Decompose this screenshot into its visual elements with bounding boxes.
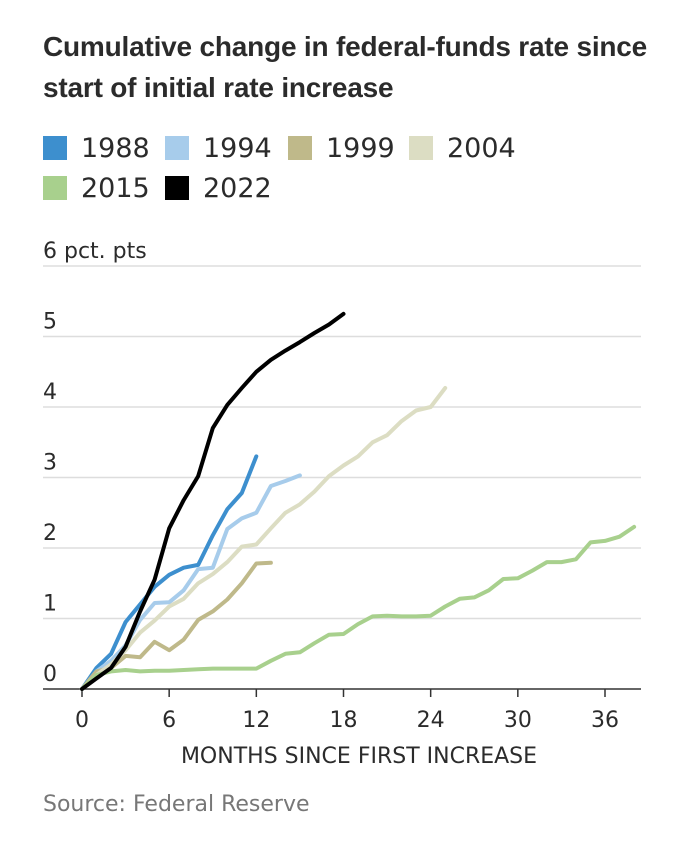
- legend-label-1988: 1988: [81, 132, 150, 164]
- y-tick-label-2: 2: [43, 521, 57, 546]
- x-tick-label-12: 12: [242, 708, 270, 733]
- y-tick-label-0: 0: [43, 662, 57, 687]
- legend-item-2004: 2004: [409, 128, 516, 168]
- legend-swatch-1994: [165, 136, 189, 160]
- series-line-2015: [80, 524, 637, 691]
- legend-label-1994: 1994: [203, 132, 272, 164]
- legend-item-1988: 1988: [43, 128, 150, 168]
- legend-label-2015: 2015: [81, 172, 150, 204]
- series-line-1994: [80, 473, 302, 691]
- legend-item-2022: 2022: [165, 168, 272, 208]
- legend-label-1999: 1999: [326, 132, 395, 164]
- y-tick-label-1: 1: [43, 592, 57, 617]
- x-tick-label-36: 36: [591, 708, 619, 733]
- legend-swatch-1988: [43, 136, 67, 160]
- legend-item-1999: 1999: [288, 128, 395, 168]
- legend-swatch-2022: [165, 176, 189, 200]
- x-tick-label-24: 24: [417, 708, 445, 733]
- legend-item-1994: 1994: [165, 128, 272, 168]
- series-line-1988: [80, 454, 259, 691]
- y-tick-label-6: 6 pct. pts: [43, 239, 147, 264]
- series-lines: [80, 311, 637, 691]
- legend-label-2004: 2004: [447, 132, 516, 164]
- x-tick-label-18: 18: [330, 708, 358, 733]
- legend-swatch-2015: [43, 176, 67, 200]
- series-line-2004: [80, 386, 448, 691]
- x-axis-title: MONTHS SINCE FIRST INCREASE: [181, 744, 537, 769]
- x-tick-label-30: 30: [504, 708, 532, 733]
- legend-swatch-2004: [409, 136, 433, 160]
- legend-item-2015: 2015: [43, 168, 150, 208]
- chart-title: Cumulative change in federal-funds rate …: [43, 31, 648, 103]
- y-tick-label-3: 3: [43, 451, 57, 476]
- x-tick-labels: 0 6 12 18 24 30 36: [75, 708, 619, 733]
- y-tick-labels: 0 1 2 3 4 5 6 pct. pts: [43, 239, 147, 687]
- source-note: Source: Federal Reserve: [43, 792, 310, 817]
- series-line-2022: [80, 311, 346, 691]
- y-tick-label-4: 4: [43, 380, 57, 405]
- y-tick-label-5: 5: [43, 310, 57, 335]
- legend-swatch-1999: [288, 136, 312, 160]
- legend-label-2022: 2022: [203, 172, 272, 204]
- x-tick-label-0: 0: [75, 708, 89, 733]
- x-tick-label-6: 6: [162, 708, 176, 733]
